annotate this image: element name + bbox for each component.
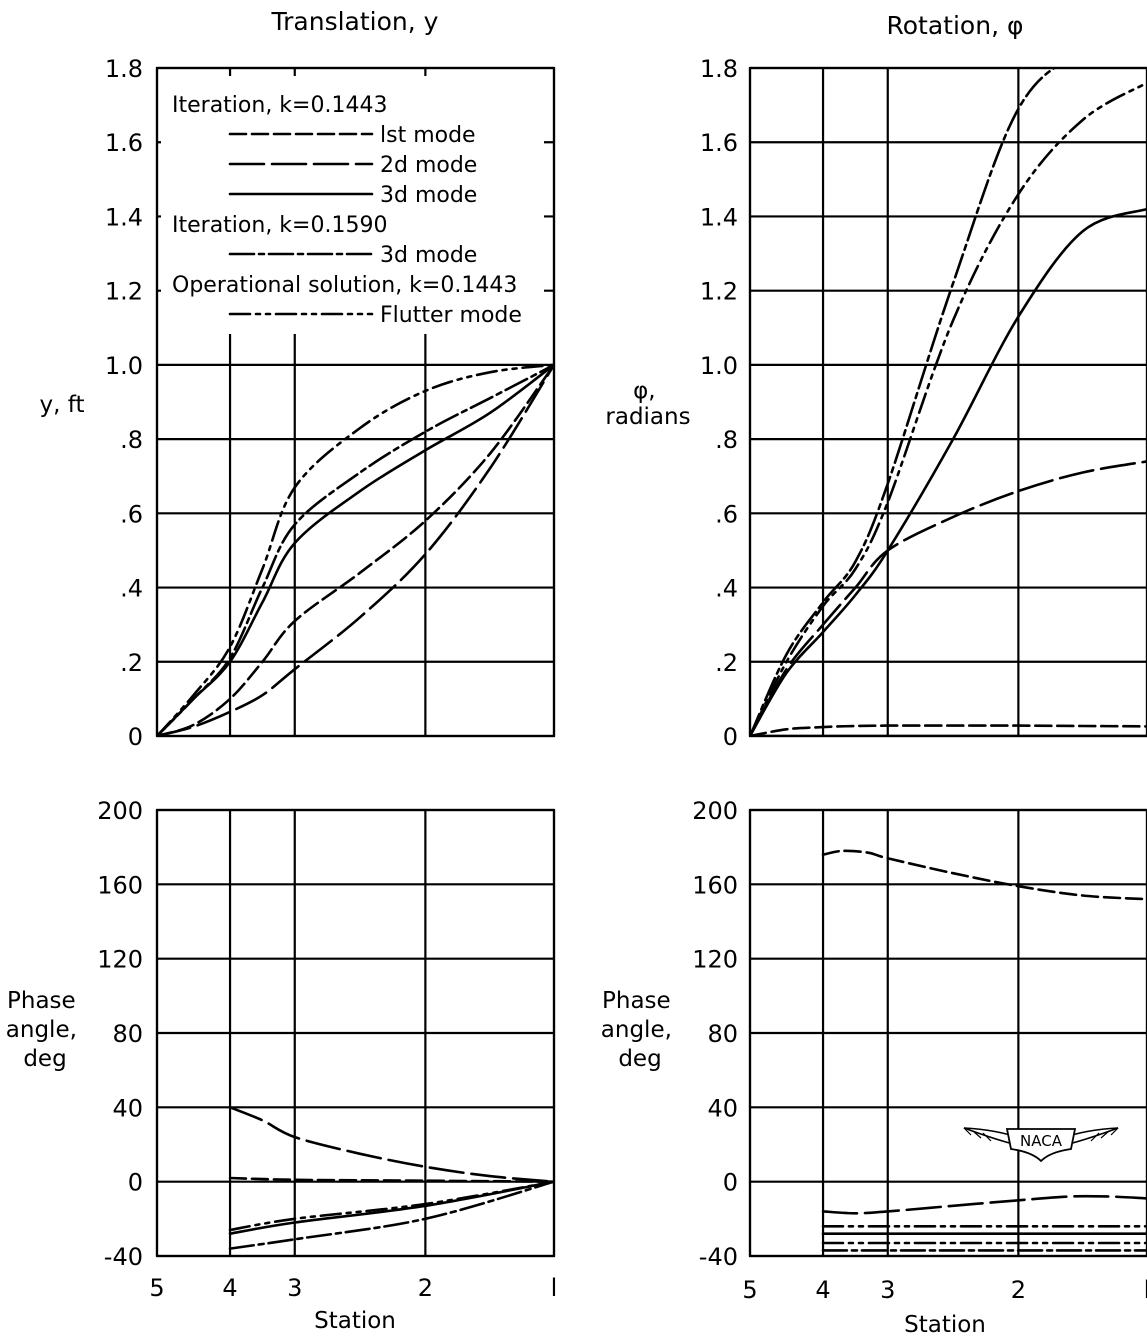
legend-header: Operational solution, k=0.1443 bbox=[172, 273, 517, 298]
series-line-iter2 bbox=[750, 460, 1147, 736]
plot-frame bbox=[748, 808, 1147, 1258]
series-line-iter3 bbox=[750, 207, 1147, 736]
x-tick-label: 3 bbox=[287, 1274, 302, 1302]
y-tick-label: 1.2 bbox=[700, 278, 738, 306]
y-tick-label: 1.2 bbox=[105, 278, 143, 306]
y-tick-label: 40 bbox=[112, 1094, 143, 1122]
y-tick-label: 1.0 bbox=[105, 352, 143, 380]
series-line-iter2 bbox=[821, 1194, 1147, 1215]
y-tick-label: 0 bbox=[128, 723, 143, 751]
y-tick-label: .2 bbox=[715, 649, 738, 677]
y-tick-label: 80 bbox=[112, 1020, 143, 1048]
plot-frame bbox=[155, 808, 556, 1258]
legend-entry-label: 3d mode bbox=[380, 243, 477, 268]
series-line-iter2 bbox=[157, 363, 554, 736]
y-tick-label: 160 bbox=[692, 871, 738, 899]
legend: Iteration, k=0.1443 lst mode 2d mode 3d mod… bbox=[161, 76, 544, 334]
x-tick-label: 5 bbox=[742, 1276, 757, 1304]
y-tick-label: 1.8 bbox=[105, 55, 143, 83]
y-tick-label: 1.6 bbox=[700, 129, 738, 157]
legend-entry-label: 2d mode bbox=[380, 153, 477, 178]
rotation-title: Rotation, φ bbox=[887, 11, 1024, 40]
series-line-iter1 bbox=[228, 1176, 554, 1183]
series-line-iter3b bbox=[157, 363, 554, 736]
legend-background bbox=[161, 76, 544, 334]
y-tick-label: -40 bbox=[104, 1243, 143, 1271]
legend-header: Iteration, k=0.1590 bbox=[172, 213, 387, 238]
x-tick-label: l bbox=[1144, 1276, 1147, 1304]
rotation-phase-chart: -40 0 40 80 120 160 200 5 4 3 2 l bbox=[692, 797, 1147, 1304]
y-tick-label: 80 bbox=[707, 1020, 738, 1048]
translation-title: Translation, y bbox=[271, 7, 439, 36]
y-tick-label: .8 bbox=[715, 426, 738, 454]
rotation-chart: 0 .2 .4 .6 .8 1.0 1.2 1.4 1.6 1.8 bbox=[700, 55, 1147, 751]
y-tick-label: -40 bbox=[699, 1243, 738, 1271]
y-tick-label: 0 bbox=[723, 1169, 738, 1197]
translation-chart: 0 .2 .4 .6 .8 1.0 1.2 1.4 1.6 1.8 bbox=[105, 55, 556, 751]
y-tick-label: 160 bbox=[97, 871, 143, 899]
translation-xlabel: Station bbox=[314, 1308, 396, 1334]
rotation-xlabel: Station bbox=[904, 1312, 986, 1338]
y-tick-label: 0 bbox=[723, 723, 738, 751]
naca-logo-text: NACA bbox=[1020, 1132, 1063, 1150]
series-line-flutter bbox=[228, 1180, 554, 1232]
y-tick-label: .8 bbox=[120, 426, 143, 454]
series-line-iter1 bbox=[821, 849, 1147, 901]
series-line-iter1 bbox=[750, 724, 1147, 736]
y-tick-label: .6 bbox=[715, 500, 738, 528]
y-tick-label: 1.4 bbox=[700, 203, 738, 231]
y-tick-label: .4 bbox=[715, 575, 738, 603]
series-line-iter3b bbox=[750, 68, 1057, 736]
series-line-flutter bbox=[157, 363, 554, 736]
x-tick-label: 4 bbox=[815, 1276, 830, 1304]
translation-phase-ylabel: Phase angle, deg bbox=[6, 988, 84, 1072]
y-tick-label: 40 bbox=[707, 1094, 738, 1122]
y-tick-label: 1.6 bbox=[105, 129, 143, 157]
y-tick-label: 1.0 bbox=[700, 352, 738, 380]
series-line-flutter bbox=[750, 81, 1147, 736]
translation-ylabel: y, ft bbox=[40, 392, 85, 418]
y-tick-label: 200 bbox=[97, 797, 143, 825]
y-tick-label: .2 bbox=[120, 649, 143, 677]
x-tick-label: 4 bbox=[222, 1274, 237, 1302]
translation-phase-chart: -40 0 40 80 120 160 200 5 4 3 2 l bbox=[97, 797, 557, 1302]
naca-logo: NACA bbox=[963, 1127, 1119, 1163]
x-tick-label: 2 bbox=[1011, 1276, 1026, 1304]
series-line-iter2 bbox=[228, 1106, 554, 1183]
legend-entry-label: lst mode bbox=[380, 123, 476, 148]
x-tick-label: 5 bbox=[149, 1274, 164, 1302]
series-line-iter3b bbox=[228, 1180, 554, 1250]
x-tick-label: l bbox=[551, 1274, 558, 1302]
x-tick-label: 2 bbox=[418, 1274, 433, 1302]
y-tick-label: 1.8 bbox=[700, 55, 738, 83]
y-tick-label: 120 bbox=[97, 946, 143, 974]
legend-entry-label: Flutter mode bbox=[380, 303, 522, 328]
x-tick-label: 3 bbox=[880, 1276, 895, 1304]
legend-header: Iteration, k=0.1443 bbox=[172, 93, 387, 118]
y-tick-label: 0 bbox=[128, 1169, 143, 1197]
plot-frame bbox=[155, 66, 556, 738]
rotation-ylabel: φ, radians bbox=[605, 378, 690, 430]
y-tick-label: .4 bbox=[120, 575, 143, 603]
y-tick-label: .6 bbox=[120, 500, 143, 528]
series-line-iter3 bbox=[157, 363, 554, 736]
legend-entry-label: 3d mode bbox=[380, 183, 477, 208]
y-tick-label: 120 bbox=[692, 946, 738, 974]
series-line-iter1 bbox=[157, 363, 554, 736]
rotation-phase-ylabel: Phase angle, deg bbox=[601, 988, 679, 1072]
plot-frame bbox=[748, 66, 1147, 738]
y-tick-label: 200 bbox=[692, 797, 738, 825]
y-tick-label: 1.4 bbox=[105, 203, 143, 231]
